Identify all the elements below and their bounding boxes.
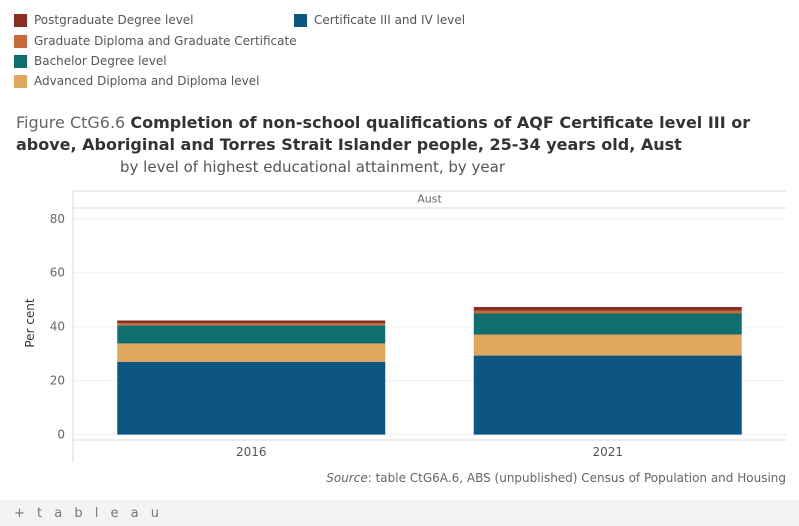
legend-swatch (14, 74, 27, 88)
legend-swatch (294, 13, 307, 27)
bar-segment (473, 310, 742, 314)
panel-label: Aust (417, 193, 442, 206)
figure-title: Completion of non-school qualifications … (16, 113, 751, 154)
legend-swatch (14, 13, 27, 27)
legend-label: Advanced Diploma and Diploma level (34, 74, 260, 88)
source-text: : table CtG6A.6, ABS (unpublished) Censu… (367, 471, 786, 485)
bar-segment (117, 325, 386, 344)
bar-segment (117, 361, 386, 435)
chart-title: Figure CtG6.6 Completion of non-school q… (16, 112, 786, 156)
tableau-footer (0, 500, 799, 526)
legend-item-graduate-diploma[interactable]: Graduate Diploma and Graduate Certificat… (14, 34, 297, 48)
bar-segment (117, 343, 386, 362)
chart-subtitle: by level of highest educational attainme… (120, 158, 505, 176)
legend-swatch (14, 54, 27, 68)
y-tick-label: 0 (57, 428, 65, 442)
legend-item-bachelor[interactable]: Bachelor Degree level (14, 54, 167, 68)
legend-swatch (14, 34, 27, 48)
source-label: Source (326, 471, 368, 485)
figure-number: Figure CtG6.6 (16, 113, 126, 132)
legend-label: Bachelor Degree level (34, 54, 167, 68)
chart-area: Aust 0 20 40 60 80 Per cent 2016 2021 (23, 190, 786, 462)
y-tick-label: 60 (50, 266, 65, 280)
y-axis-label: Per cent (23, 298, 37, 348)
source-note: Source: table CtG6A.6, ABS (unpublished)… (326, 471, 786, 485)
legend-label: Graduate Diploma and Graduate Certificat… (34, 34, 297, 48)
legend-item-certificate[interactable]: Certificate III and IV level (294, 13, 465, 27)
legend-label: Postgraduate Degree level (34, 13, 194, 27)
bar-segment (473, 307, 742, 311)
y-tick-label: 40 (50, 320, 65, 334)
legend: Postgraduate Degree level Graduate Diplo… (14, 10, 514, 95)
tableau-logo[interactable]: + t a b l e a u (14, 506, 163, 521)
bar-segment (117, 323, 386, 326)
x-tick-label: 2021 (592, 445, 623, 459)
bar-segment (473, 355, 742, 435)
legend-item-advanced-diploma[interactable]: Advanced Diploma and Diploma level (14, 74, 259, 88)
bar-segment (117, 320, 386, 324)
legend-item-postgraduate[interactable]: Postgraduate Degree level (14, 13, 194, 27)
y-tick-label: 80 (50, 212, 65, 226)
y-tick-label: 20 (50, 374, 65, 388)
legend-label: Certificate III and IV level (314, 13, 466, 27)
bar-segment (473, 313, 742, 335)
x-tick-label: 2016 (236, 445, 267, 459)
bar-segment (473, 334, 742, 356)
